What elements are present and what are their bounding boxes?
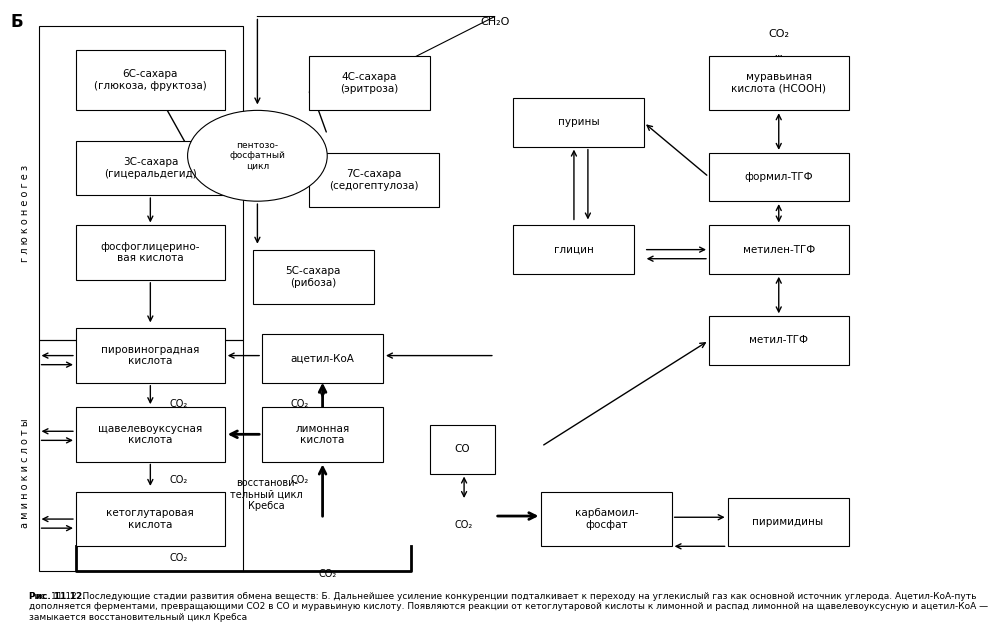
Text: ацетил-КоА: ацетил-КоА (291, 354, 355, 364)
Text: CO₂: CO₂ (169, 553, 187, 563)
Text: CO₂: CO₂ (768, 29, 789, 39)
FancyBboxPatch shape (513, 225, 634, 274)
Text: 7С-сахара
(седогептулоза): 7С-сахара (седогептулоза) (329, 169, 419, 191)
Circle shape (188, 110, 327, 201)
Text: метил-ТГФ: метил-ТГФ (749, 336, 808, 346)
Text: кетоглутаровая
кислота: кетоглутаровая кислота (106, 508, 194, 530)
Text: пировиноградная
кислота: пировиноградная кислота (101, 345, 200, 366)
Text: пентозо-
фосфатный
цикл: пентозо- фосфатный цикл (229, 141, 285, 171)
Text: лимонная
кислота: лимонная кислота (295, 424, 350, 445)
Text: СО: СО (454, 444, 470, 454)
Text: формил-ТГФ: формил-ТГФ (744, 172, 813, 182)
Text: глицин: глицин (554, 245, 594, 255)
FancyBboxPatch shape (76, 492, 225, 546)
Text: фосфоглицерино-
вая кислота: фосфоглицерино- вая кислота (101, 242, 200, 264)
Text: пурины: пурины (558, 118, 599, 128)
FancyBboxPatch shape (709, 56, 849, 110)
FancyBboxPatch shape (709, 225, 849, 274)
FancyBboxPatch shape (709, 153, 849, 201)
FancyBboxPatch shape (709, 316, 849, 365)
FancyBboxPatch shape (76, 407, 225, 461)
Text: CO₂: CO₂ (169, 475, 187, 485)
FancyBboxPatch shape (513, 98, 644, 146)
Text: Б: Б (11, 14, 23, 31)
Text: метилен-ТГФ: метилен-ТГФ (743, 245, 815, 255)
FancyBboxPatch shape (262, 407, 383, 461)
Text: CO₂: CO₂ (290, 475, 308, 485)
Text: 6С-сахара
(глюкоза, фруктоза): 6С-сахара (глюкоза, фруктоза) (94, 69, 207, 91)
Text: 5С-сахара
(рибоза): 5С-сахара (рибоза) (286, 266, 341, 288)
FancyBboxPatch shape (76, 50, 225, 110)
Text: CO₂: CO₂ (290, 399, 308, 409)
FancyBboxPatch shape (262, 334, 383, 383)
Text: а м и н о к и с л о т ы: а м и н о к и с л о т ы (20, 419, 30, 528)
Text: щавелевоуксусная
кислота: щавелевоуксусная кислота (98, 424, 202, 445)
FancyBboxPatch shape (728, 498, 849, 546)
FancyBboxPatch shape (76, 329, 225, 383)
Text: 3С-сахара
(гицеральдегид): 3С-сахара (гицеральдегид) (104, 157, 197, 178)
Text: CO₂: CO₂ (318, 568, 336, 578)
FancyBboxPatch shape (76, 141, 225, 195)
Text: Рис. 11.12.: Рис. 11.12. (29, 592, 92, 601)
FancyBboxPatch shape (309, 56, 430, 110)
FancyBboxPatch shape (430, 425, 495, 474)
Text: г л ю к о н е о г е з: г л ю к о н е о г е з (20, 165, 30, 262)
Text: CO₂: CO₂ (169, 399, 187, 409)
Text: CO₂: CO₂ (455, 520, 473, 530)
Text: муравьиная
кислота (НСООН): муравьиная кислота (НСООН) (731, 73, 826, 94)
FancyBboxPatch shape (76, 225, 225, 280)
Text: CH₂O: CH₂O (480, 16, 509, 26)
FancyBboxPatch shape (253, 250, 374, 304)
Text: Рис. 11.12. Последующие стадии развития обмена веществ: Б. Дальнейшее усиление к: Рис. 11.12. Последующие стадии развития … (29, 592, 988, 622)
Text: 4С-сахара
(эритроза): 4С-сахара (эритроза) (340, 73, 398, 94)
Text: восстанови-
тельный цикл
Кребса: восстанови- тельный цикл Кребса (230, 478, 303, 511)
Text: карбамоил-
фосфат: карбамоил- фосфат (575, 508, 638, 530)
FancyBboxPatch shape (309, 153, 439, 207)
FancyBboxPatch shape (541, 492, 672, 546)
Text: пиримидины: пиримидины (752, 517, 824, 527)
